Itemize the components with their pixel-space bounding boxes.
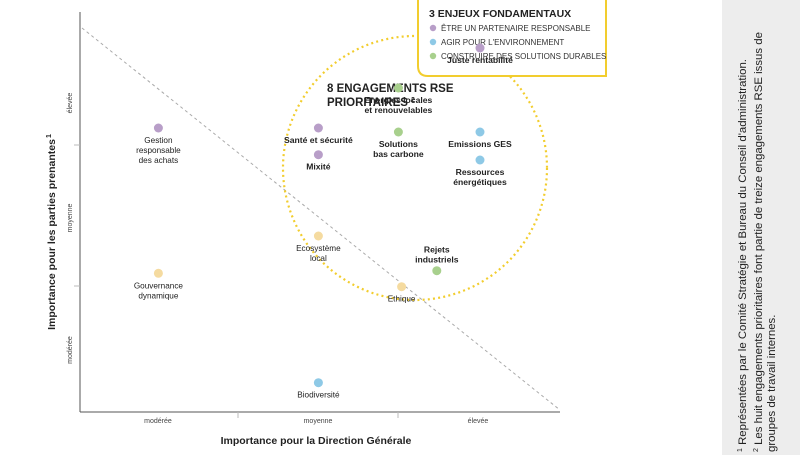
point-ecosysteme-local xyxy=(313,231,323,241)
point-mixite xyxy=(313,150,323,160)
legend-label-3: CONSTRUIRE DES SOLUTIONS DURABLES xyxy=(441,52,606,61)
footnote-2-text: Les huit engagements prioritaires font p… xyxy=(753,32,778,452)
point-ethique xyxy=(397,282,407,292)
x-tick-label-elevee: élevée xyxy=(468,418,489,425)
diagonal-reference-line xyxy=(81,27,561,411)
footnote-2: 2 Les huit engagements prioritaires font… xyxy=(750,6,779,452)
priority-note-mark: 2 xyxy=(411,97,415,104)
x-axis-title: Importance pour la Direction Générale xyxy=(221,435,412,447)
y-tick-label-moyenne: moyenne xyxy=(67,203,74,232)
point-ressources-energetiques xyxy=(475,155,485,165)
point-gestion-responsable-des-achats xyxy=(153,123,163,133)
priority-circle xyxy=(281,34,549,302)
point-label-solutions-bas-carbone: Solutions bas carbone xyxy=(373,139,424,159)
point-emissions-ges xyxy=(475,127,485,137)
point-label-rejets-industriels: Rejets industriels xyxy=(415,245,459,265)
point-solutions-bas-carbone xyxy=(393,127,403,137)
legend-items: ÊTRE UN PARTENAIRE RESPONSABLE AGIR POUR … xyxy=(429,24,606,61)
point-label-emissions-ges: Emissions GES xyxy=(448,139,512,149)
point-label-juste-rentabilite: Juste rentabilité xyxy=(447,55,513,65)
footnote-2-mark: 2 xyxy=(753,448,760,452)
point-label-ressources-energetiques: Ressources énergétiques xyxy=(453,167,507,187)
footnote-1-mark: 1 xyxy=(737,448,744,452)
priority-title-line-1: 8 ENGAGEMENTS RSE xyxy=(327,83,454,95)
point-label-energies-locales-et-renouvelables: Energies locales et renouvelables xyxy=(364,95,432,115)
point-biodiversite xyxy=(313,378,323,388)
y-axis-note-mark: 1 xyxy=(46,134,53,138)
legend-swatch-1 xyxy=(429,24,437,32)
tick-marks xyxy=(74,144,399,418)
materiality-chart: 8 ENGAGEMENTS RSE PRIORITAIRES 2 3 ENJEUX… xyxy=(46,0,607,447)
priority-title-line-2: PRIORITAIRES 2 xyxy=(327,97,415,109)
legend-swatch-2 xyxy=(429,38,437,46)
x-tick-label-moyenne: moyenne xyxy=(304,418,333,425)
footnote-1-text: Représentées par le Comité Stratégie et … xyxy=(737,59,749,445)
point-energies-locales-et-renouvelables xyxy=(393,83,403,93)
legend-title: 3 ENJEUX FONDAMENTAUX xyxy=(429,8,571,20)
y-tick-label-moderee: modérée xyxy=(67,336,74,364)
legend-swatch-3 xyxy=(429,52,437,60)
data-points: Juste rentabilité Energies locales et reno… xyxy=(134,43,513,400)
point-label-sante-et-securite: Santé et sécurité xyxy=(284,135,353,145)
legend-box xyxy=(417,0,607,77)
point-rejets-industriels xyxy=(432,266,442,276)
footnotes-panel: 1 Représentées par le Comité Stratégie e… xyxy=(722,0,800,455)
point-label-ecosysteme-local: Ecosystème local xyxy=(296,244,341,263)
y-axis-title: Importance pour les parties prenantes1 xyxy=(46,134,58,330)
point-gouvernance-dynamique xyxy=(153,268,163,278)
point-sante-et-securite xyxy=(313,123,323,133)
x-tick-label-moderee: modérée xyxy=(144,418,172,425)
footnote-1: 1 Représentées par le Comité Stratégie e… xyxy=(734,6,750,452)
footnotes-rotated: 1 Représentées par le Comité Stratégie e… xyxy=(734,6,779,452)
point-label-gestion-responsable-des-achats: Gestion responsable des achats xyxy=(136,136,181,165)
point-label-ethique: Ethique xyxy=(388,295,416,304)
point-label-gouvernance-dynamique: Gouvernance dynamique xyxy=(134,281,184,300)
point-juste-rentabilite xyxy=(475,43,485,53)
legend-label-2: AGIR POUR L'ENVIRONNEMENT xyxy=(441,38,564,47)
point-label-biodiversite: Biodiversité xyxy=(297,391,340,400)
y-tick-label-elevee: élevée xyxy=(67,93,74,114)
legend-label-1: ÊTRE UN PARTENAIRE RESPONSABLE xyxy=(441,24,591,33)
point-label-mixite: Mixité xyxy=(306,162,331,172)
